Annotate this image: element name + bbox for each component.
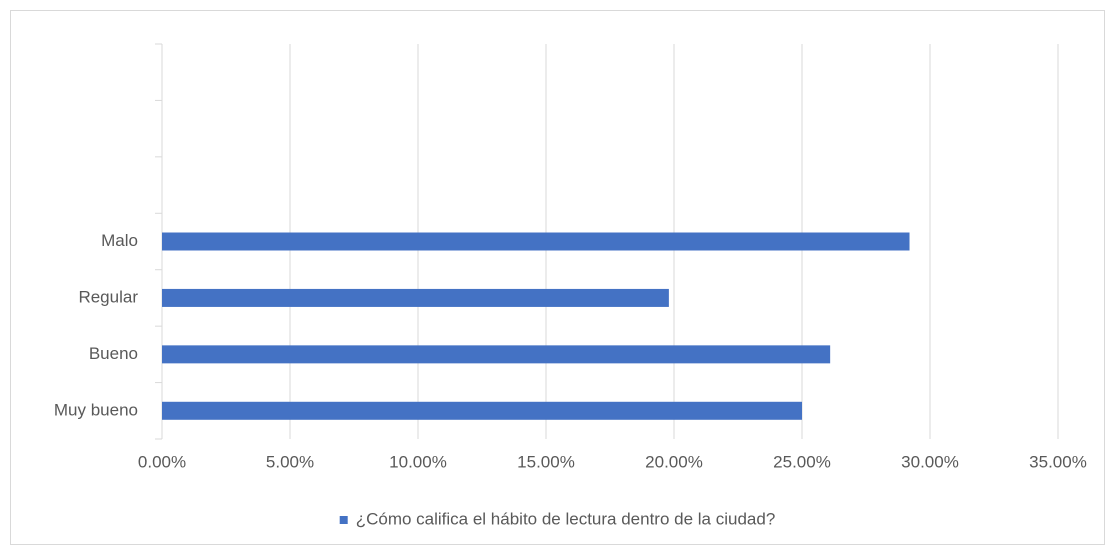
x-tick-label: 15.00% xyxy=(517,452,575,471)
legend-swatch xyxy=(339,516,348,524)
x-tick-label: 20.00% xyxy=(645,452,703,471)
x-tick-label: 0.00% xyxy=(138,452,186,471)
y-tick-label: Bueno xyxy=(89,344,138,363)
y-tick-label: Regular xyxy=(78,287,138,306)
x-tick-label: 10.00% xyxy=(389,452,447,471)
x-tick-label: 5.00% xyxy=(266,452,314,471)
x-tick-label: 25.00% xyxy=(773,452,831,471)
legend-label: ¿Cómo califica el hábito de lectura dent… xyxy=(356,509,776,528)
bar xyxy=(162,345,831,364)
y-tick-label: Muy bueno xyxy=(54,400,138,419)
bar xyxy=(162,232,910,251)
chart-border xyxy=(10,10,1105,545)
bar xyxy=(162,401,802,420)
y-tick-label: Malo xyxy=(101,231,138,250)
x-tick-label: 35.00% xyxy=(1029,452,1087,471)
x-tick-label: 30.00% xyxy=(901,452,959,471)
bar xyxy=(162,288,669,307)
